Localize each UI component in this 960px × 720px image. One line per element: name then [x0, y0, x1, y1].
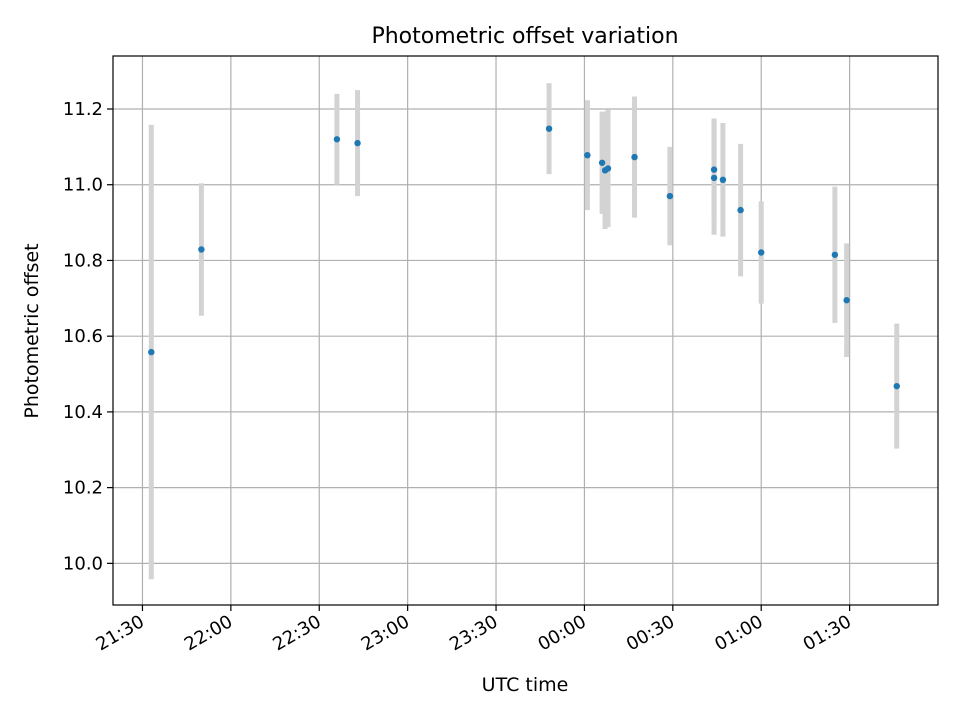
- x-tick-label: 01:30: [800, 611, 855, 655]
- y-tick-label: 10.4: [63, 402, 103, 423]
- x-tick-label: 22:00: [181, 611, 236, 655]
- data-point: [148, 348, 155, 356]
- x-tick-label: 23:00: [358, 611, 413, 655]
- data-point: [710, 166, 718, 173]
- chart-title: Photometric offset variation: [371, 24, 678, 49]
- data-point: [843, 297, 850, 304]
- x-axis-label: UTC time: [482, 674, 569, 696]
- y-axis-label: Photometric offset: [21, 243, 43, 418]
- x-tick-label: 01:00: [711, 611, 766, 655]
- x-tick-label: 21:30: [93, 611, 148, 655]
- error-bars: [148, 83, 900, 580]
- x-tick-label: 00:00: [535, 611, 590, 655]
- data-point: [545, 125, 553, 132]
- y-tick-label: 10.6: [63, 326, 103, 347]
- data-point: [598, 159, 606, 166]
- y-tick-label: 11.0: [63, 175, 103, 196]
- grid: [113, 56, 938, 605]
- data-point: [333, 136, 341, 143]
- data-point: [198, 246, 205, 253]
- data-point: [666, 192, 674, 200]
- plot-area-frame: [112, 55, 939, 606]
- y-tick-label: 10.2: [63, 478, 103, 499]
- data-point: [631, 153, 638, 161]
- data-point: [584, 151, 591, 159]
- x-tick-label: 22:30: [269, 611, 324, 655]
- data-point: [354, 139, 361, 147]
- y-tick-label: 10.0: [63, 553, 103, 574]
- data-points: [148, 125, 900, 390]
- x-axis-ticks: 21:30 22:00 22:30 23:00 23:30 00:00 00:30 01:00…: [93, 605, 855, 655]
- y-axis-ticks: 10.0 10.2 10.4 10.6 10.8 11.0 11.2: [63, 99, 113, 574]
- data-point: [719, 176, 727, 184]
- data-point: [831, 251, 839, 258]
- x-tick-label: 23:30: [446, 611, 501, 655]
- y-tick-label: 10.8: [63, 250, 103, 271]
- data-point: [893, 382, 900, 390]
- data-point: [710, 174, 718, 182]
- data-point: [758, 249, 765, 256]
- x-tick-label: 00:30: [623, 611, 678, 655]
- data-point: [737, 206, 744, 214]
- y-tick-label: 11.2: [63, 99, 103, 120]
- data-point: [604, 165, 612, 172]
